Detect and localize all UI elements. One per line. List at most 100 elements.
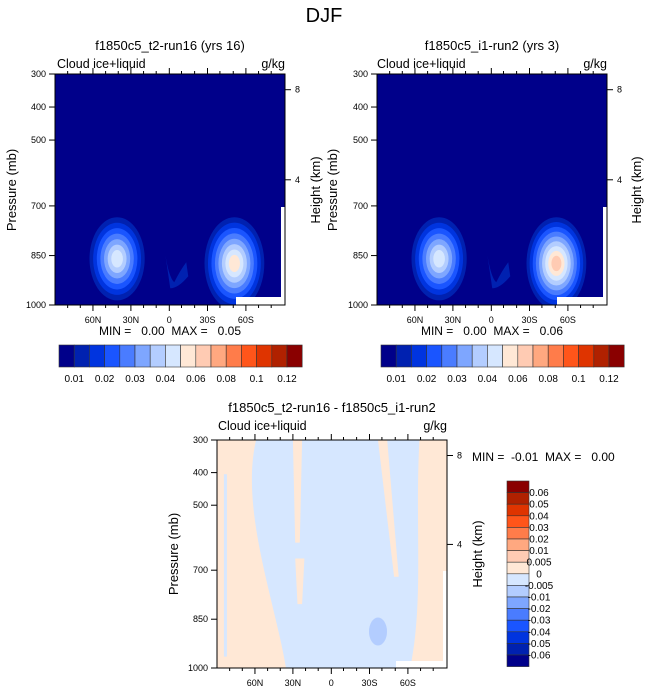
colorbar-swatch [411,344,427,368]
panel-b-ylabel-right: Height (km) [629,156,644,223]
x-tick-label: 0 [489,315,494,325]
colorbar-swatch [210,344,227,368]
colorbar-swatch [578,344,595,368]
x-tick-label: 30S [361,678,377,688]
main-title: DJF [306,5,343,27]
panel-b-left-label: Cloud ice+liquid [377,57,466,71]
panel-c-missing-region [396,661,447,668]
colorbar-swatch [256,344,273,368]
panel-b-ylabel: Pressure (mb) [325,149,340,231]
colorbar-label: 0.04 [156,374,176,385]
y-tick-label: 700 [353,201,368,211]
colorbar-swatch [471,344,488,368]
colorbar-label: 0.06 [186,374,206,385]
colorbar-swatch [241,344,257,368]
colorbar-swatch [271,344,288,368]
colorbar-swatch [506,538,530,551]
y-tick-label: 500 [353,135,368,145]
colorbar-label: 0.01 [529,546,549,557]
colorbar-swatch [506,643,530,656]
negative-anomaly [369,617,387,646]
colorbar-swatch [395,344,412,368]
colorbar-swatch [506,654,530,667]
panel-c-title: f1850c5_t2-run16 - f1850c5_i1-run2 [228,400,435,415]
colorbar-label: 0.06 [508,374,528,385]
panel-a-units: g/kg [261,57,285,71]
colorbar-label: 0.12 [599,374,619,385]
colorbar-label: 0.05 [529,500,549,511]
y-tick-label: 700 [31,201,46,211]
panel-b-frame [376,73,608,306]
panel-c-field [217,440,447,668]
panel-c-stats: MIN = -0.01 MAX = 0.00 [472,450,615,464]
colorbar-label: 0.08 [216,374,236,385]
positive-anomaly [378,440,399,577]
colorbar-swatch [426,344,443,368]
panel-c-frame [216,439,448,669]
panel-c-missing-strip [443,571,447,668]
contour-level [433,250,445,268]
colorbar-label: -0.01 [528,593,551,604]
colorbar-label: 0.04 [478,374,498,385]
colorbar-swatch [593,344,610,368]
y-tick-label: 400 [353,102,368,112]
panel-a-field [55,74,285,305]
x-tick-label: 60S [238,315,254,325]
panel-a-ylabel: Pressure (mb) [4,149,19,231]
height-tick-label: 4 [295,175,300,185]
negative-anomaly [223,474,227,657]
y-tick-label: 400 [31,102,46,112]
contour-level [111,250,123,268]
colorbar-label: 0.02 [417,374,437,385]
panel-b-title: f1850c5_i1-run2 (yrs 3) [425,38,559,53]
colorbar-label: 0.005 [526,558,551,569]
positive-anomaly [292,440,303,543]
colorbar-label: -0.02 [528,604,551,615]
colorbar-swatch [506,515,530,528]
contour-level [486,247,511,289]
colorbar-swatch [441,344,458,368]
colorbar-swatch [506,503,530,517]
panel-c-ylabel: Pressure (mb) [166,513,181,595]
colorbar-swatch [149,344,166,368]
panel-a-title: f1850c5_t2-run16 (yrs 16) [95,38,245,53]
colorbar-label: 0.06 [529,488,549,499]
y-tick-label: 300 [31,69,46,79]
x-tick-label: 0 [329,678,334,688]
y-tick-label: 850 [353,251,368,261]
x-tick-label: 60N [407,315,424,325]
colorbar-swatch [119,344,136,368]
colorbar-swatch [180,344,197,368]
positive-anomaly [410,440,447,668]
y-tick-label: 850 [193,614,208,624]
colorbar-swatch [506,608,530,621]
y-tick-label: 300 [193,435,208,445]
colorbar-swatch [506,480,530,493]
colorbar-label: 0.04 [529,511,549,522]
colorbar-label: 0.1 [250,374,264,385]
panel-b-units: g/kg [583,57,607,71]
colorbar-swatch [563,344,579,368]
panel-a-stats: MIN = 0.00 MAX = 0.05 [99,324,241,338]
colorbar-label: 0.03 [125,374,145,385]
panel-b: f1850c5_i1-run2 (yrs 3) Cloud ice+liquid… [325,38,644,385]
y-tick-label: 1000 [348,300,368,310]
colorbar-label: -0.04 [528,627,551,638]
colorbar-swatch [89,344,105,368]
panel-c-colorbar: 0.060.050.040.030.020.010.0050-0.005-0.0… [506,480,554,667]
height-tick-label: 8 [295,85,300,95]
colorbar-label: 0.02 [529,535,549,546]
x-tick-label: 30S [199,315,215,325]
colorbar-swatch [195,344,212,368]
x-tick-label: 30N [445,315,462,325]
x-tick-label: 60S [400,678,416,688]
colorbar-swatch [547,344,564,368]
height-tick-label: 8 [457,451,462,461]
colorbar-label: 0.01 [64,374,84,385]
colorbar-swatch [517,344,534,368]
panel-c-left-label: Cloud ice+liquid [218,419,307,433]
colorbar-swatch [506,492,530,505]
panel-a-frame [54,73,286,306]
colorbar-swatch [73,344,90,368]
